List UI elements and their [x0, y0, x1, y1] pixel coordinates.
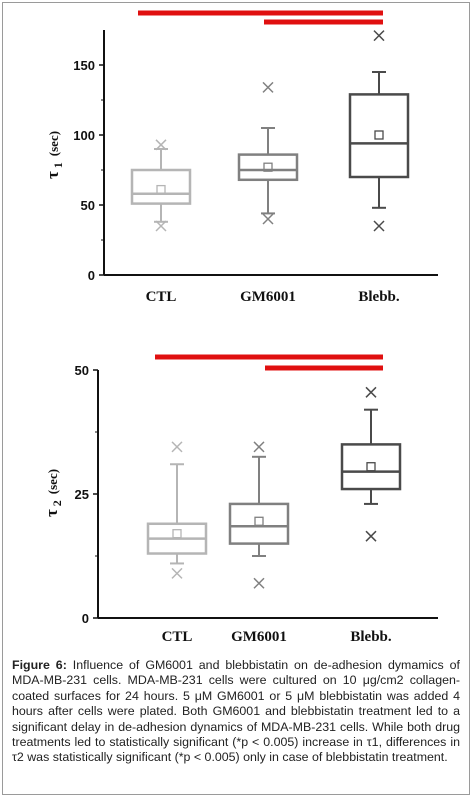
outlier-stroke: [253, 577, 265, 589]
chart-tau1: 0 50 100 150 τ1(sec) CTL GM6001 Blebb.: [43, 10, 438, 305]
outlier-stroke: [155, 220, 167, 232]
outlier-marker: [171, 567, 183, 579]
figure-frame: [2, 2, 470, 795]
outlier-marker: [373, 30, 385, 42]
outlier-stroke: [155, 139, 167, 151]
box-blebb: [348, 30, 410, 232]
y-tick-label: 25: [75, 487, 89, 502]
box-ctl: [146, 441, 208, 579]
y-axis-label: τ1(sec): [43, 131, 65, 179]
x-category-label: Blebb.: [358, 289, 400, 305]
y-tick-label: 50: [75, 363, 89, 378]
outlier-marker: [262, 81, 274, 93]
box-iqr: [348, 93, 410, 179]
significance-bar: [138, 10, 383, 16]
box-gm6001: [237, 81, 299, 225]
outlier-stroke: [262, 81, 274, 93]
mean-marker: [263, 162, 273, 172]
mean-marker: [254, 516, 264, 526]
box-blebb: [340, 386, 402, 542]
y-tick-label: 50: [81, 198, 95, 213]
mean-marker: [172, 529, 182, 539]
outlier-stroke: [365, 386, 377, 398]
outlier-marker: [253, 441, 265, 453]
outlier-marker: [171, 441, 183, 453]
box-iqr: [228, 502, 290, 545]
outlier-stroke: [365, 530, 377, 542]
y-tick-label: 100: [73, 128, 95, 143]
caption-text: Influence of GM6001 and blebbistatin on …: [12, 658, 460, 765]
outlier-stroke: [373, 30, 385, 42]
y-tick-label: 0: [88, 268, 95, 283]
outlier-marker: [253, 577, 265, 589]
box-ctl: [130, 139, 192, 232]
significance-bar: [155, 354, 383, 360]
figure-caption: Figure 6: Influence of GM6001 and blebbi…: [12, 658, 460, 766]
outlier-marker: [155, 139, 167, 151]
outlier-marker: [365, 386, 377, 398]
outlier-marker: [262, 213, 274, 225]
box-iqr: [340, 443, 402, 491]
x-category-label: CTL: [146, 289, 177, 305]
box-gm6001: [228, 441, 290, 589]
chart-tau2: 0 25 50 τ2(sec) CTL GM6001 Blebb.: [42, 354, 438, 645]
mean-marker: [374, 130, 384, 140]
mean-marker: [366, 462, 376, 472]
x-category-label: Blebb.: [350, 629, 392, 645]
x-category-label: GM6001: [240, 289, 296, 305]
outlier-stroke: [171, 441, 183, 453]
outlier-stroke: [171, 567, 183, 579]
caption-label: Figure 6:: [12, 658, 67, 672]
outlier-marker: [373, 220, 385, 232]
outlier-stroke: [253, 441, 265, 453]
y-axis-label: τ2(sec): [42, 469, 64, 517]
x-category-label: CTL: [162, 629, 193, 645]
outlier-stroke: [262, 213, 274, 225]
outlier-marker: [365, 530, 377, 542]
significance-bar: [264, 19, 383, 25]
x-category-label: GM6001: [231, 629, 287, 645]
box-iqr: [130, 168, 192, 205]
box-iqr: [237, 153, 299, 182]
mean-marker: [156, 184, 166, 195]
outlier-stroke: [373, 220, 385, 232]
y-tick-label: 0: [82, 611, 89, 626]
significance-bar: [265, 365, 383, 371]
outlier-marker: [155, 220, 167, 232]
y-tick-label: 150: [73, 58, 95, 73]
